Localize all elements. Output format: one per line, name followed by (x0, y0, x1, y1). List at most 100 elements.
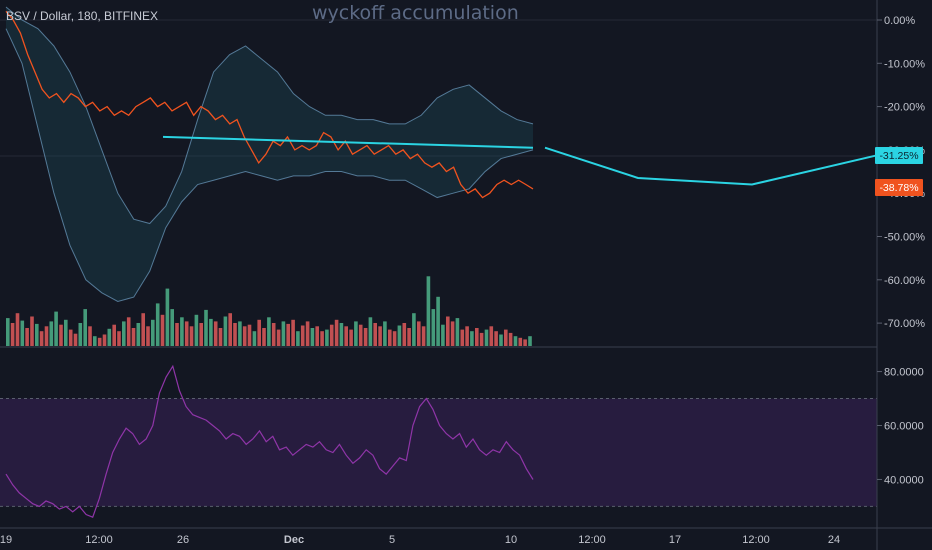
volume-bar (388, 329, 392, 346)
volume-bar (141, 313, 145, 346)
volume-bar (107, 328, 112, 346)
volume-bar (199, 323, 203, 346)
volume-bar (378, 326, 382, 346)
rsi-tick-label: 40.0000 (884, 475, 924, 487)
volume-bar (300, 325, 305, 346)
volume-bar (450, 321, 455, 346)
volume-bar (223, 316, 228, 346)
volume-bar (397, 325, 402, 346)
time-tick-label: 26 (177, 534, 189, 546)
volume-bar (291, 319, 295, 346)
volume-bar (286, 323, 290, 346)
symbol-info[interactable]: BSV / Dollar, 180, BITFINEX (6, 9, 158, 23)
price-tick-label: -10.00% (884, 58, 925, 70)
volume-bar (126, 317, 131, 346)
volume-bar (421, 326, 426, 346)
volume-bar (373, 323, 377, 346)
volume-bar (489, 326, 494, 346)
volume-bar (180, 317, 184, 346)
volume-bar (465, 326, 469, 346)
drawing-lines[interactable] (162, 135, 878, 186)
volume-bar (151, 319, 155, 346)
volume-bar (112, 324, 116, 346)
volume-bar (392, 331, 397, 346)
volume-bar (59, 324, 63, 346)
volume-bar (363, 328, 368, 346)
time-tick-label: 19 (0, 534, 12, 546)
projection-path[interactable] (544, 146, 878, 186)
volume-bar (247, 324, 252, 346)
volume-bar (484, 329, 489, 346)
time-tick-label: 24 (828, 534, 840, 546)
volume-bar (320, 331, 324, 346)
volume-bar (426, 276, 431, 346)
volume-bar (494, 331, 498, 346)
volume-bar (460, 329, 465, 346)
volume-bar (508, 332, 513, 346)
rsi-axis-labels[interactable]: 80.0000 60.0000 40.0000 (877, 367, 924, 487)
volume-bar (39, 331, 44, 346)
volume-bar (165, 288, 170, 346)
volume-bar (131, 328, 136, 346)
volume-bar (470, 331, 474, 346)
volume-bar (339, 323, 344, 346)
volume-bar (54, 311, 58, 346)
volume-bar (204, 309, 208, 346)
volume-bar (6, 318, 10, 346)
volume-bar (20, 320, 25, 346)
volume-bar (407, 328, 411, 346)
volume-bar (305, 321, 310, 346)
projection-value-tag: -31.25% (875, 147, 923, 164)
volume-bar (117, 331, 121, 346)
volume-bar (10, 323, 15, 346)
volume-bar (325, 329, 329, 346)
volume-bar (528, 336, 532, 346)
rsi-line (5, 364, 534, 518)
volume-bars (6, 276, 532, 346)
price-tick-label: -70.00% (884, 318, 925, 330)
volume-bar (310, 328, 315, 346)
price-tick-label: 0.00% (884, 15, 915, 27)
volume-bar (504, 329, 508, 346)
time-tick-label: 12:00 (742, 534, 770, 546)
volume-bar (475, 328, 479, 346)
volume-bar (349, 329, 353, 346)
rsi-tick-label: 60.0000 (884, 421, 924, 433)
volume-bar (479, 332, 484, 346)
volume-bar (455, 318, 460, 346)
volume-bar (262, 328, 266, 346)
volume-bar (102, 334, 107, 346)
price-value-tag: -38.78% (875, 179, 923, 196)
volume-bar (68, 329, 73, 346)
volume-bar (194, 314, 199, 346)
volume-bar (518, 337, 523, 346)
accumulation-trendline[interactable] (162, 135, 534, 149)
volume-bar (441, 324, 445, 346)
volume-bar (15, 313, 20, 346)
volume-bar (296, 331, 300, 346)
idea-title: wyckoff accumulation (312, 2, 519, 24)
bb-lower-line (5, 28, 534, 302)
volume-bar (93, 336, 97, 346)
volume-bar (136, 323, 141, 346)
volume-bar (383, 321, 387, 346)
volume-bar (358, 324, 363, 346)
price-value-label: -38.78% (879, 182, 918, 194)
volume-bar (189, 326, 194, 346)
rsi-tick-label: 80.0000 (884, 367, 924, 379)
volume-bar (155, 303, 160, 346)
volume-bar (242, 326, 247, 346)
volume-bar (218, 328, 223, 346)
volume-bar (315, 326, 319, 346)
price-tick-label: -60.00% (884, 275, 925, 287)
time-axis-labels[interactable]: 19 12:00 26 Dec 5 10 12:00 17 12:00 24 (0, 534, 840, 546)
volume-bar (368, 317, 373, 346)
price-tick-label: -20.00% (884, 102, 925, 114)
volume-bar (334, 319, 339, 346)
volume-bar (329, 324, 334, 346)
volume-bar (160, 314, 165, 346)
volume-bar (73, 333, 78, 346)
volume-bar (44, 326, 49, 346)
time-tick-label: 10 (505, 534, 517, 546)
